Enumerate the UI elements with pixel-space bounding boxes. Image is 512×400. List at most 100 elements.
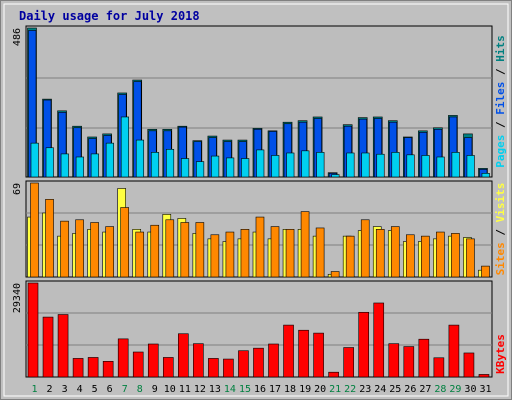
sites-bar-3 xyxy=(60,220,69,278)
sites-bar-5 xyxy=(90,222,99,278)
pages-bar-20 xyxy=(316,152,325,178)
kbytes-bar-27 xyxy=(418,338,430,378)
sites-bar-7 xyxy=(120,207,129,278)
pages-bar-18 xyxy=(286,152,295,178)
kbytes-bar-9 xyxy=(147,343,159,378)
sites-bar-31 xyxy=(481,265,490,278)
day-label-13: 13 xyxy=(209,384,221,395)
day-label-23: 23 xyxy=(359,384,371,395)
pages-bar-16 xyxy=(256,149,265,178)
pages-bar-8 xyxy=(135,139,145,178)
pages-bar-12 xyxy=(196,161,205,178)
sites-bar-29 xyxy=(451,233,460,278)
day-label-5: 5 xyxy=(92,384,98,395)
day-label-18: 18 xyxy=(284,384,296,395)
day-label-12: 12 xyxy=(194,384,206,395)
kbytes-bar-8 xyxy=(132,351,144,378)
pages-bar-1 xyxy=(30,142,39,178)
kbytes-bar-19 xyxy=(298,329,309,378)
panel-3-ymax-label: 29340 xyxy=(12,283,23,313)
sites-bar-19 xyxy=(300,211,310,278)
chart-title: Daily usage for July 2018 xyxy=(19,9,200,23)
day-label-25: 25 xyxy=(389,384,401,395)
day-label-3: 3 xyxy=(62,384,68,395)
panel-2-ymax-label: 69 xyxy=(12,183,23,195)
sites-bar-26 xyxy=(406,234,415,278)
day-label-10: 10 xyxy=(164,384,176,395)
kbytes-bar-3 xyxy=(57,314,69,378)
sites-bar-25 xyxy=(390,226,400,278)
sites-bar-18 xyxy=(285,229,295,278)
kbytes-bar-17 xyxy=(268,343,279,378)
day-label-22: 22 xyxy=(344,384,356,395)
panel-2-legend-part-0: Sites xyxy=(494,242,507,275)
day-label-2: 2 xyxy=(47,384,53,395)
kbytes-bar-14 xyxy=(223,358,234,378)
kbytes-bar-5 xyxy=(87,357,99,378)
kbytes-bar-21 xyxy=(328,371,339,378)
kbytes-bar-6 xyxy=(102,361,114,378)
pages-bar-17 xyxy=(271,155,280,178)
pages-bar-25 xyxy=(391,152,400,178)
kbytes-bar-4 xyxy=(72,358,84,378)
pages-bar-9 xyxy=(150,152,160,178)
kbytes-bar-28 xyxy=(433,357,445,378)
sites-bar-22 xyxy=(345,235,355,278)
sites-bar-20 xyxy=(315,227,325,278)
frame-highlight xyxy=(3,3,509,397)
pages-bar-13 xyxy=(211,155,220,178)
day-label-14: 14 xyxy=(224,384,236,395)
panel-2-legend: Sites / Visits xyxy=(494,183,507,276)
kbytes-bar-7 xyxy=(117,338,129,378)
sites-bar-4 xyxy=(75,219,84,278)
sites-bar-15 xyxy=(240,229,250,278)
sites-bar-27 xyxy=(421,235,430,278)
pages-bar-24 xyxy=(376,153,385,178)
day-label-11: 11 xyxy=(179,384,191,395)
kbytes-bar-29 xyxy=(448,324,460,378)
kbytes-bar-23 xyxy=(358,311,370,378)
pages-bar-30 xyxy=(466,155,475,178)
kbytes-bar-2 xyxy=(42,316,54,378)
pages-bar-22 xyxy=(346,152,355,178)
pages-bar-15 xyxy=(241,158,250,178)
kbytes-bar-10 xyxy=(162,357,174,378)
panel-1-legend-part-0: Pages xyxy=(494,135,507,168)
pages-bar-2 xyxy=(45,147,54,178)
pages-bar-10 xyxy=(165,148,175,178)
panel-3-legend-part-0: KBytes xyxy=(494,334,507,374)
kbytes-bar-22 xyxy=(343,347,354,378)
kbytes-bar-13 xyxy=(208,358,219,378)
panel-1-ymax-label: 486 xyxy=(12,28,23,46)
day-label-15: 15 xyxy=(239,384,251,395)
day-label-21: 21 xyxy=(329,384,341,395)
kbytes-bar-31 xyxy=(478,374,490,378)
kbytes-bar-20 xyxy=(313,332,324,378)
panel-2-legend-part-2: Visits xyxy=(494,183,507,223)
sites-bar-28 xyxy=(436,231,445,278)
day-label-28: 28 xyxy=(434,384,446,395)
kbytes-bar-16 xyxy=(253,347,264,378)
kbytes-bar-30 xyxy=(463,352,475,378)
sites-bar-23 xyxy=(360,219,370,278)
day-label-17: 17 xyxy=(269,384,281,395)
day-label-30: 30 xyxy=(464,384,476,395)
sites-bar-1 xyxy=(30,182,39,278)
pages-bar-27 xyxy=(421,155,430,178)
panel-2-legend-part-1: / xyxy=(494,222,507,242)
pages-bar-11 xyxy=(181,158,190,178)
sites-bar-14 xyxy=(225,231,235,278)
sites-bar-6 xyxy=(105,226,114,278)
kbytes-bar-11 xyxy=(178,333,189,378)
day-label-7: 7 xyxy=(122,384,128,395)
pages-bar-31 xyxy=(481,173,490,178)
sites-bar-16 xyxy=(255,216,265,278)
kbytes-bar-15 xyxy=(238,350,249,378)
pages-bar-4 xyxy=(75,156,84,178)
day-label-1: 1 xyxy=(32,384,38,395)
kbytes-bar-24 xyxy=(373,302,385,378)
day-label-26: 26 xyxy=(404,384,416,395)
pages-bar-14 xyxy=(226,157,235,178)
panel-1-legend-part-4: Hits xyxy=(494,35,507,62)
